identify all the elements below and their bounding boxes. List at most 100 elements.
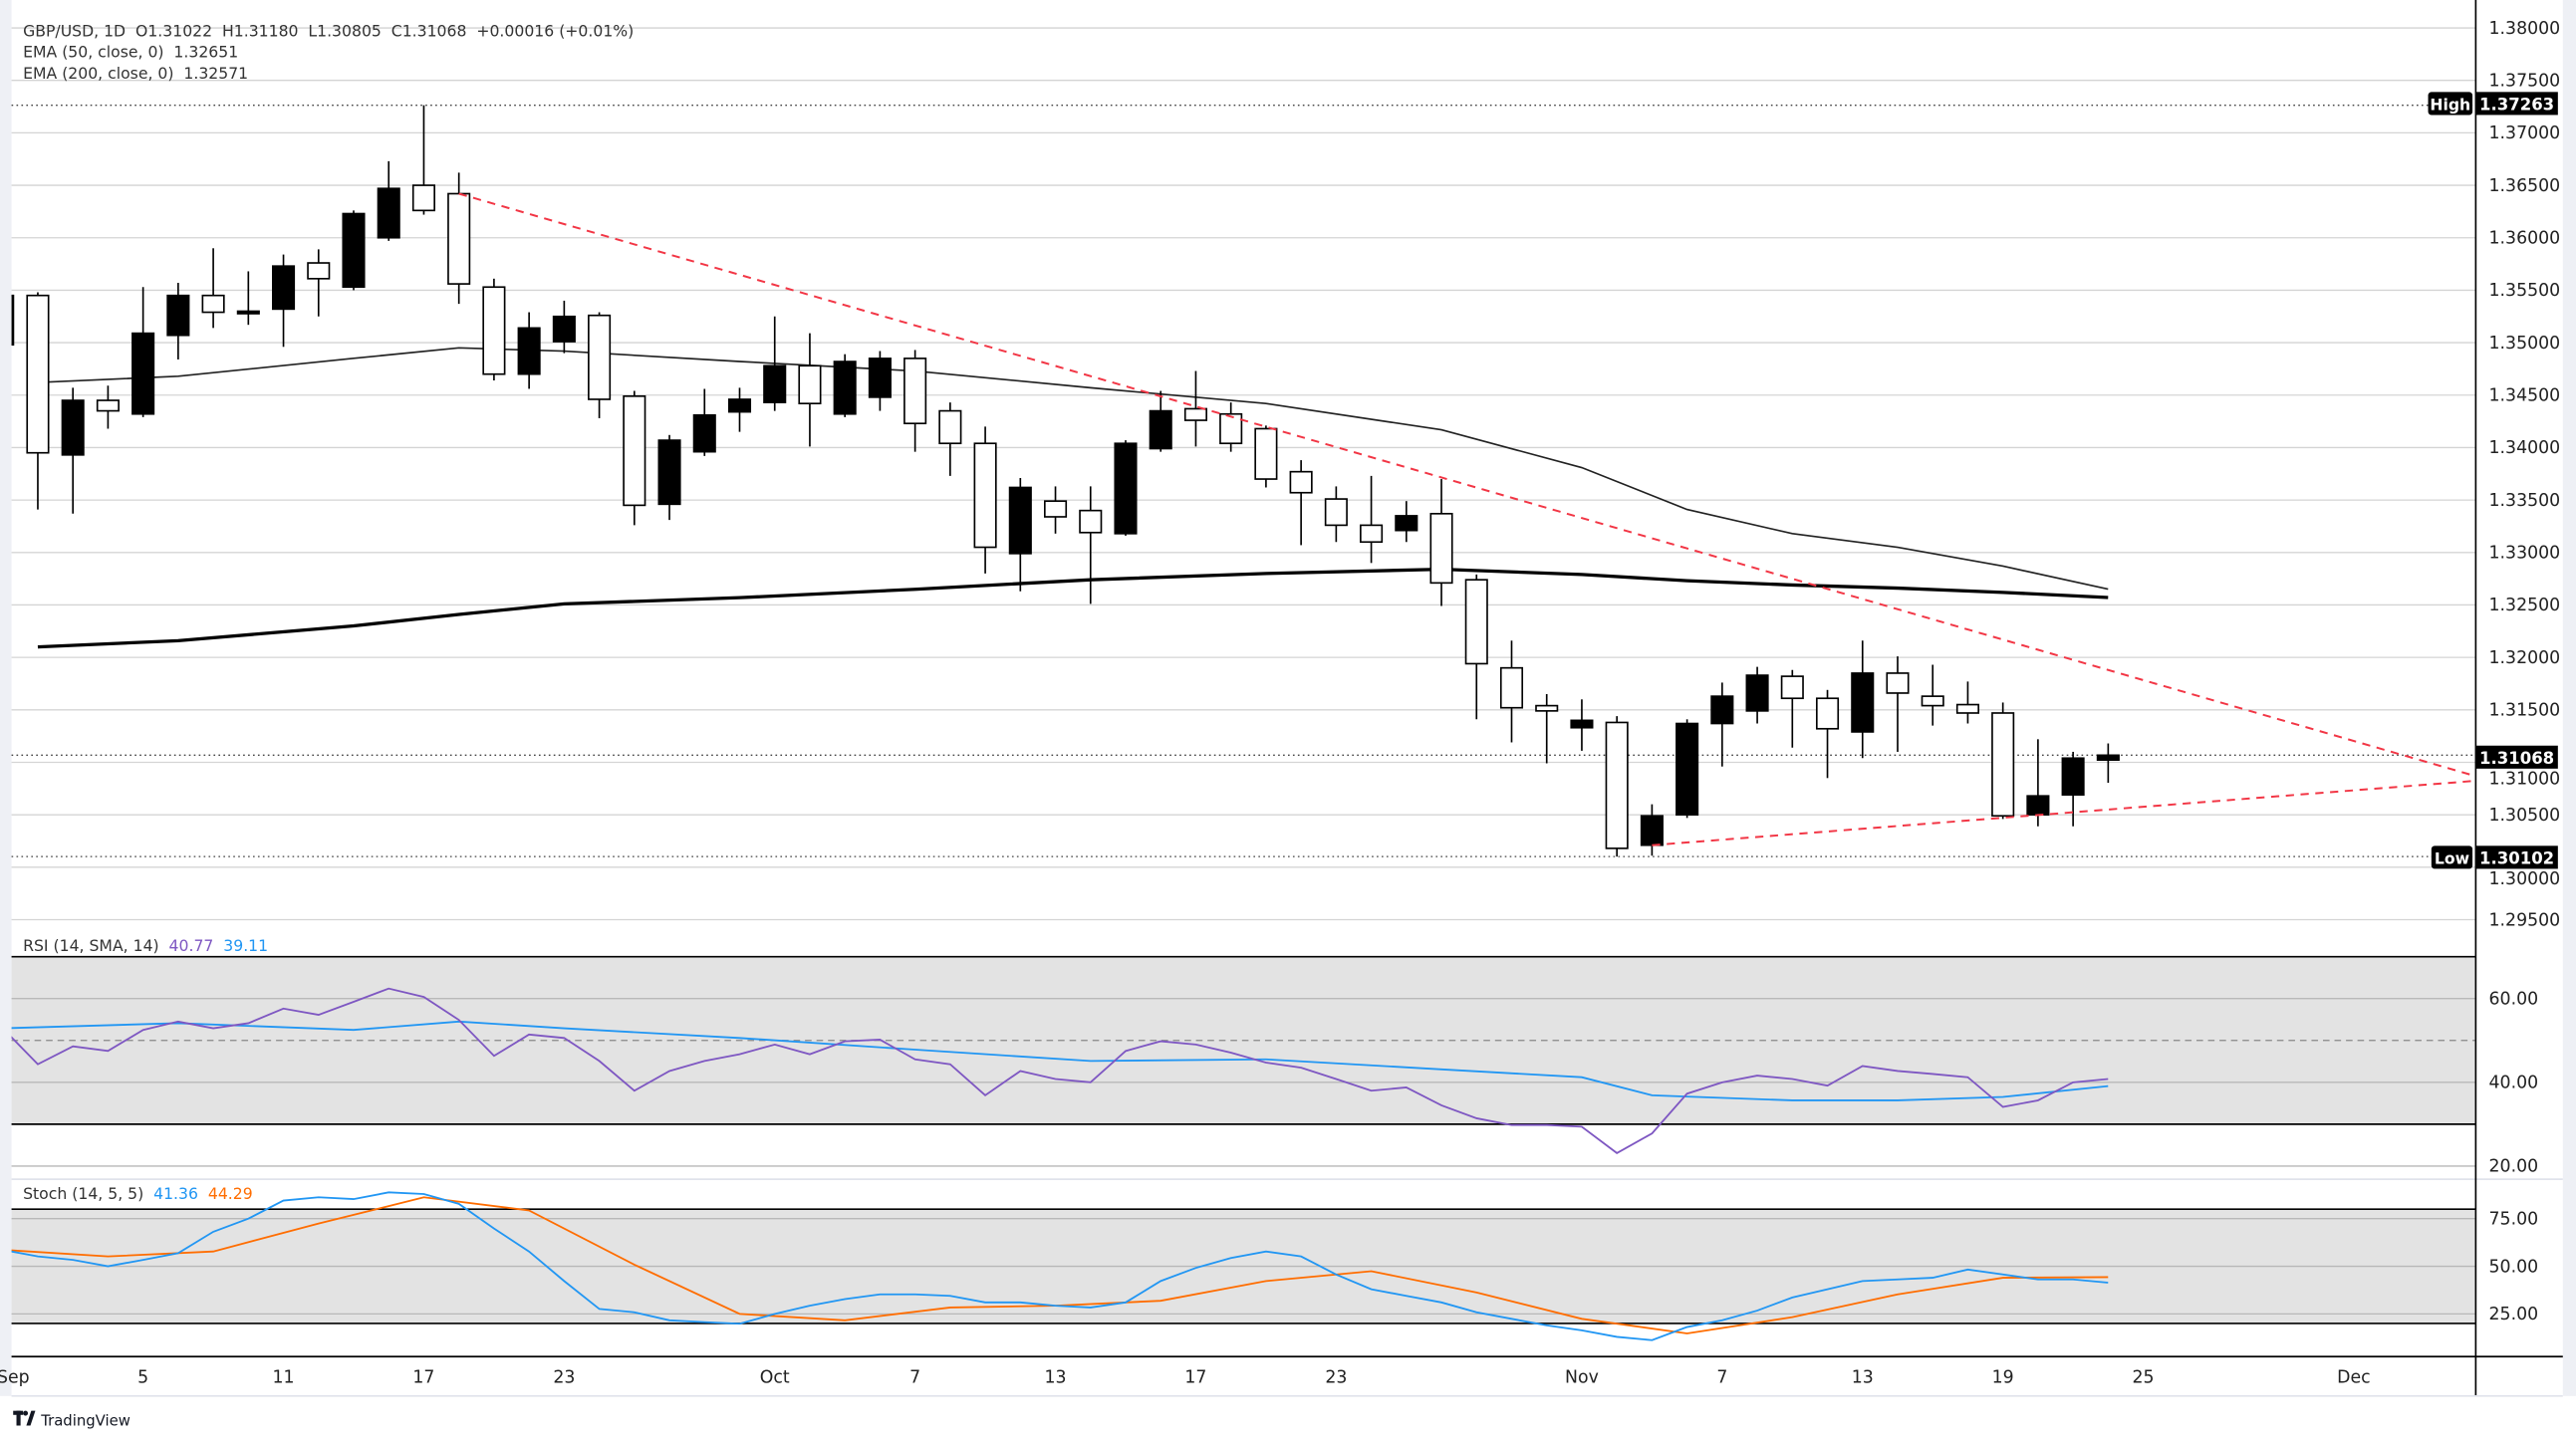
ohlc-open: O1.31022 xyxy=(135,21,212,40)
candle[interactable] xyxy=(1570,699,1594,751)
candle[interactable] xyxy=(1149,390,1172,452)
time-tick-label: 13 xyxy=(1852,1368,1874,1388)
ohlc-close: C1.31068 xyxy=(391,21,467,40)
candle[interactable] xyxy=(411,105,435,215)
candle[interactable] xyxy=(1114,440,1138,536)
candle[interactable] xyxy=(307,249,331,317)
candle-body xyxy=(236,310,260,315)
candle[interactable] xyxy=(1499,640,1524,743)
candle-body xyxy=(131,332,155,415)
candle[interactable] xyxy=(0,290,15,353)
candle[interactable] xyxy=(1815,689,1840,779)
trendline[interactable] xyxy=(1652,780,2476,846)
candle[interactable] xyxy=(1955,681,1979,724)
candle[interactable] xyxy=(1043,486,1068,534)
candle[interactable] xyxy=(1289,460,1313,546)
rsi-sma-line xyxy=(11,1020,2109,1101)
candle[interactable] xyxy=(517,312,541,389)
candle[interactable] xyxy=(482,278,506,381)
ohlc-change: +0.00016 (+0.01%) xyxy=(476,21,634,40)
candle[interactable] xyxy=(1605,716,1629,857)
candle-body xyxy=(1605,721,1629,849)
rsi-legend: RSI (14, SMA, 14) 40.77 39.11 xyxy=(23,936,268,955)
candle[interactable] xyxy=(1535,694,1559,764)
candle[interactable] xyxy=(763,316,787,411)
candle[interactable] xyxy=(1429,479,1453,606)
candle[interactable] xyxy=(272,254,296,348)
candle[interactable] xyxy=(692,388,716,456)
candle[interactable] xyxy=(1921,664,1944,726)
last-price-badge xyxy=(2475,745,2558,769)
candle-body xyxy=(833,360,857,415)
candle[interactable] xyxy=(657,434,681,521)
candle[interactable] xyxy=(1886,656,1910,752)
candle[interactable] xyxy=(903,350,927,452)
ema50-label: EMA (50, close, 0) xyxy=(23,43,163,62)
candle[interactable] xyxy=(342,210,366,291)
candle[interactable] xyxy=(1675,719,1699,819)
candle-body xyxy=(482,286,506,375)
candle-body xyxy=(2061,757,2085,796)
candle-body xyxy=(973,442,997,549)
candle[interactable] xyxy=(1851,640,1875,759)
candle[interactable] xyxy=(1780,669,1804,748)
candle[interactable] xyxy=(973,426,997,574)
candle-body xyxy=(1043,500,1068,518)
time-tick-label: 17 xyxy=(412,1368,434,1388)
candle[interactable] xyxy=(1745,666,1769,724)
stoch-tick-label: 50.00 xyxy=(2489,1257,2539,1277)
time-tick-label: 23 xyxy=(1325,1368,1347,1388)
candle-body xyxy=(657,439,681,506)
candle-body xyxy=(1289,470,1313,494)
candle[interactable] xyxy=(833,354,857,417)
candle[interactable] xyxy=(938,402,962,476)
candle[interactable] xyxy=(96,385,120,429)
candle-body xyxy=(2026,795,2050,816)
ohlc-high: H1.31180 xyxy=(222,21,299,40)
candle[interactable] xyxy=(868,351,892,411)
candle[interactable] xyxy=(166,283,190,360)
candle[interactable] xyxy=(1254,425,1278,488)
candle[interactable] xyxy=(61,387,85,514)
low-value: 1.30102 xyxy=(2479,848,2554,867)
candle[interactable] xyxy=(1219,402,1243,452)
candle[interactable] xyxy=(552,300,576,354)
candle-body xyxy=(1991,712,2015,818)
last-price-marker: 1.31068 xyxy=(2475,745,2558,769)
candle[interactable] xyxy=(2061,751,2085,827)
candle[interactable] xyxy=(588,312,612,418)
candle[interactable] xyxy=(1640,804,1664,856)
candle-body xyxy=(1886,672,1910,694)
ema200-value: 1.32571 xyxy=(183,64,248,83)
price-tick-label: 1.35500 xyxy=(2489,281,2561,301)
time-tick-label: 13 xyxy=(1045,1368,1067,1388)
candle[interactable] xyxy=(798,333,822,447)
candle[interactable] xyxy=(1183,370,1207,447)
candle[interactable] xyxy=(1008,477,1032,592)
candle[interactable] xyxy=(201,248,225,329)
candle[interactable] xyxy=(727,387,752,432)
candle[interactable] xyxy=(1360,475,1384,564)
candle[interactable] xyxy=(1079,486,1103,604)
ohlc-low: L1.30805 xyxy=(308,21,381,40)
candle[interactable] xyxy=(2096,743,2120,784)
stoch-tick-label: 75.00 xyxy=(2489,1209,2539,1229)
candle[interactable] xyxy=(236,271,260,326)
candle[interactable] xyxy=(26,292,50,510)
time-tick-label: 19 xyxy=(1992,1368,2014,1388)
candle-body xyxy=(307,262,331,280)
candle[interactable] xyxy=(377,160,400,241)
stoch-label: Stoch (14, 5, 5) xyxy=(23,1184,143,1203)
candle-body xyxy=(938,409,962,445)
candle[interactable] xyxy=(1991,702,2015,820)
price-tick-label: 1.32500 xyxy=(2489,596,2561,615)
candle[interactable] xyxy=(1464,574,1488,720)
candle[interactable] xyxy=(623,390,646,526)
candle[interactable] xyxy=(1324,486,1348,543)
candle[interactable] xyxy=(1710,682,1734,767)
price-plot[interactable] xyxy=(0,105,2476,1341)
trendline[interactable] xyxy=(458,192,2476,778)
candle[interactable] xyxy=(131,287,155,417)
candle[interactable] xyxy=(1395,501,1418,543)
